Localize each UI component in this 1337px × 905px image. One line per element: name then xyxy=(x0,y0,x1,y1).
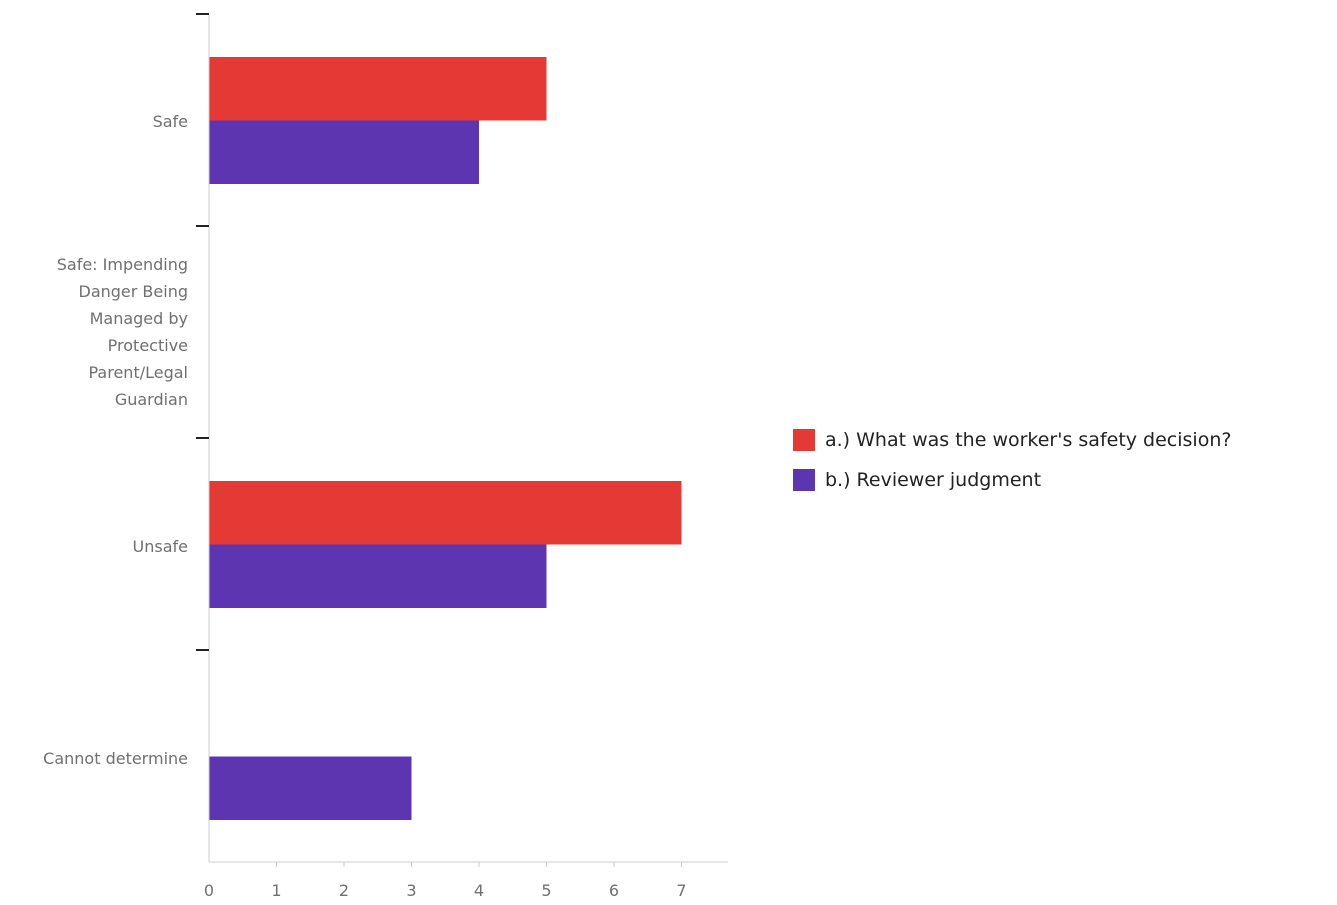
x-tick-label: 5 xyxy=(541,881,551,900)
category-label-safe-impending-danger: Safe: Impending Danger Being Managed by … xyxy=(56,255,188,409)
legend-item-series-a: a.) What was the worker's safety decisio… xyxy=(793,420,1231,460)
bars-layer xyxy=(209,57,682,820)
bar-seriesa-cat2 xyxy=(209,481,682,545)
x-tick-label: 3 xyxy=(406,881,416,900)
x-tick-label: 0 xyxy=(204,881,214,900)
legend-label-series-a: a.) What was the worker's safety decisio… xyxy=(825,429,1232,451)
x-tick-label: 2 xyxy=(339,881,349,900)
x-tick-label: 1 xyxy=(271,881,281,900)
legend-label-series-b: b.) Reviewer judgment xyxy=(825,469,1042,491)
legend-swatch-series-b xyxy=(793,469,815,491)
legend-item-series-b: b.) Reviewer judgment xyxy=(793,460,1231,500)
x-tick-label: 4 xyxy=(474,881,484,900)
legend: a.) What was the worker's safety decisio… xyxy=(793,420,1231,500)
bar-seriesb-cat2 xyxy=(209,544,547,608)
category-label-cannot-determine: Cannot determine xyxy=(43,749,188,768)
x-tick-label: 6 xyxy=(609,881,619,900)
category-label-unsafe: Unsafe xyxy=(132,537,188,556)
bar-seriesb-cat3 xyxy=(209,756,412,820)
x-tick-label: 7 xyxy=(676,881,686,900)
bar-seriesb-cat0 xyxy=(209,120,479,184)
axes-layer: 0 1 2 3 4 5 6 7 xyxy=(196,13,728,900)
category-label-safe: Safe xyxy=(152,112,188,131)
legend-swatch-series-a xyxy=(793,429,815,451)
bar-seriesa-cat0 xyxy=(209,57,547,121)
